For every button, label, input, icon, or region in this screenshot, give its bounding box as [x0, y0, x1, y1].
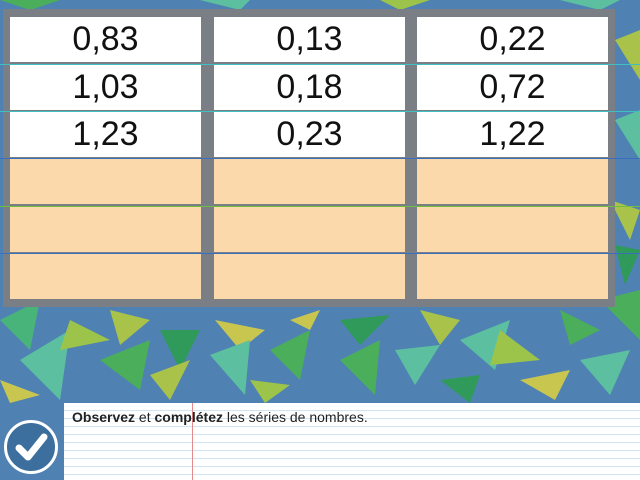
series-value-cell: 1,22 — [417, 112, 608, 157]
instruction-connector: et — [135, 409, 155, 425]
check-icon — [15, 433, 48, 461]
answer-blank-cell[interactable] — [214, 159, 405, 204]
series-value-cell: 1,03 — [10, 65, 201, 110]
answer-blank-cell[interactable] — [10, 159, 201, 204]
series-value-cell: 0,83 — [10, 17, 201, 62]
series-column: 0,83 1,03 1,23 — [10, 0, 201, 299]
answer-blank-cell[interactable] — [10, 254, 201, 299]
grid-line — [0, 158, 640, 159]
grid-line — [0, 206, 640, 207]
instruction-keyword-complete: complétez — [154, 409, 223, 425]
series-column: 0,13 0,18 0,23 — [214, 0, 405, 299]
answer-blank-cell[interactable] — [417, 159, 608, 204]
series-value-cell: 1,23 — [10, 112, 201, 157]
series-value-cell: 0,18 — [214, 65, 405, 110]
series-value-cell: 0,23 — [214, 112, 405, 157]
answer-blank-cell[interactable] — [417, 207, 608, 252]
series-value-cell: 0,13 — [214, 17, 405, 62]
answer-blank-cell[interactable] — [214, 207, 405, 252]
instruction-text: Observez et complétez les séries de nomb… — [72, 409, 368, 425]
series-value-cell: 0,22 — [417, 17, 608, 62]
answer-blank-cell[interactable] — [417, 254, 608, 299]
instruction-keyword-observe: Observez — [72, 409, 136, 425]
instruction-paper — [64, 403, 640, 480]
paper-margin-line — [192, 403, 193, 480]
answer-blank-cell[interactable] — [214, 254, 405, 299]
series-value-cell: 0,72 — [417, 65, 608, 110]
grid-line — [0, 64, 640, 65]
answer-blank-cell[interactable] — [10, 207, 201, 252]
instruction-tail: les séries de nombres. — [222, 409, 368, 425]
series-column: 0,22 0,72 1,22 — [417, 0, 608, 299]
validate-button[interactable] — [4, 420, 58, 474]
grid-line — [0, 253, 640, 254]
grid-line — [0, 111, 640, 112]
